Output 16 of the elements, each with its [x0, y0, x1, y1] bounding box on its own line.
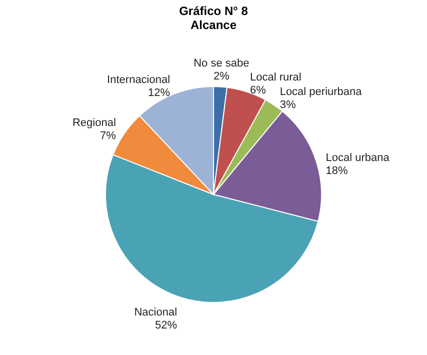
data-label: 2%	[213, 70, 230, 83]
slice-label: No se sabe	[194, 58, 250, 70]
data-label: 6%	[250, 84, 266, 96]
text: Alcance	[190, 18, 237, 32]
slice-label: Nacional	[134, 306, 178, 319]
slice-label: Regional	[72, 117, 116, 130]
data-label: 18%	[326, 165, 348, 178]
data-label: 12%	[148, 86, 170, 99]
data-label: 7%	[100, 130, 116, 142]
data-label: 52%	[155, 320, 178, 332]
slice-label: Local urbana	[326, 152, 390, 164]
slice-label: Internacional	[107, 74, 170, 86]
slice-label: Local periurbana	[280, 86, 363, 98]
text: Gráfico N° 8	[179, 4, 248, 18]
data-label: 3%	[280, 98, 296, 111]
slice-label: Local rural	[250, 71, 302, 84]
